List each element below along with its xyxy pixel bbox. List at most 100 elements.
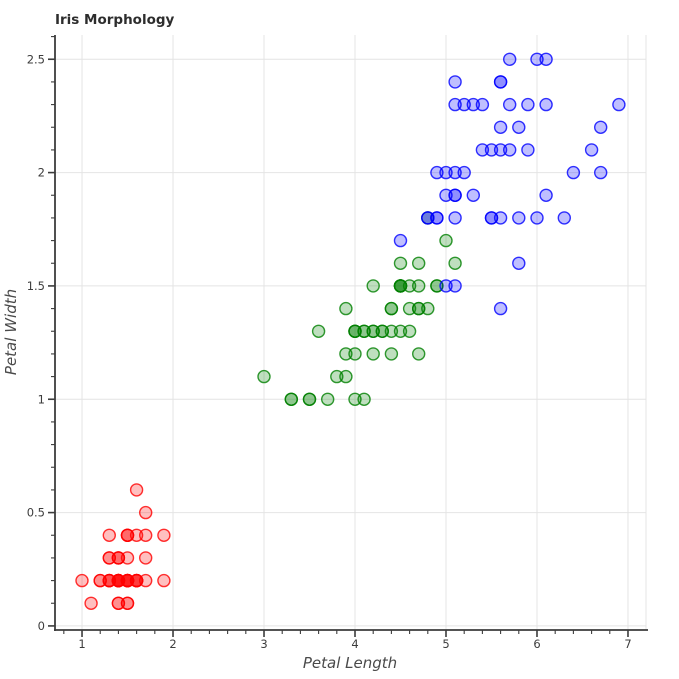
data-point-green bbox=[311, 324, 326, 338]
data-point-green bbox=[284, 392, 298, 406]
data-point-blue bbox=[530, 52, 544, 66]
data-point-blue bbox=[584, 143, 599, 157]
data-point-blue bbox=[612, 97, 626, 112]
data-point-blue bbox=[421, 211, 435, 225]
data-point-red bbox=[120, 551, 135, 565]
data-point-blue bbox=[466, 97, 480, 112]
data-point-blue bbox=[484, 143, 499, 157]
data-point-blue bbox=[457, 165, 471, 180]
data-point-red bbox=[157, 573, 171, 588]
data-point-green bbox=[366, 279, 380, 293]
data-point-blue bbox=[493, 120, 508, 135]
data-point-red bbox=[111, 551, 126, 565]
data-point-red bbox=[157, 528, 171, 542]
data-point-red bbox=[102, 528, 117, 542]
data-point-blue bbox=[594, 120, 608, 135]
data-point-blue bbox=[484, 211, 499, 225]
data-point-blue bbox=[448, 97, 462, 112]
data-point-red bbox=[138, 528, 153, 542]
data-point-red bbox=[120, 528, 135, 542]
y-axis-label: Petal Width bbox=[2, 289, 20, 375]
x-tick-label: 5 bbox=[442, 637, 449, 651]
x-axis-label: Petal Length bbox=[303, 654, 397, 672]
data-point-green bbox=[393, 324, 408, 338]
data-point-blue bbox=[439, 279, 453, 293]
data-point-green bbox=[412, 256, 426, 270]
data-point-green bbox=[357, 324, 371, 338]
data-point-blue bbox=[521, 97, 535, 112]
data-point-blue bbox=[503, 97, 517, 112]
x-tick-label: 2 bbox=[169, 637, 176, 651]
data-point-blue bbox=[475, 97, 490, 112]
data-point-green bbox=[439, 233, 453, 248]
data-point-red bbox=[75, 573, 89, 588]
data-point-red bbox=[111, 596, 126, 610]
y-tick-label: 1 bbox=[38, 392, 45, 406]
data-point-blue bbox=[594, 165, 608, 180]
data-point-green bbox=[430, 279, 444, 293]
data-point-green bbox=[402, 324, 417, 338]
data-point-blue bbox=[448, 188, 462, 203]
data-point-blue bbox=[530, 211, 544, 225]
data-point-green bbox=[348, 347, 362, 361]
data-point-red bbox=[129, 483, 144, 497]
data-point-green bbox=[302, 392, 317, 406]
data-point-red bbox=[138, 573, 153, 588]
data-point-blue bbox=[439, 188, 453, 203]
y-tick-label: 1.5 bbox=[27, 279, 45, 293]
data-point-blue bbox=[448, 279, 462, 293]
data-point-green bbox=[348, 324, 362, 338]
data-point-blue bbox=[475, 143, 490, 157]
data-point-blue bbox=[539, 97, 553, 112]
data-point-red bbox=[111, 573, 126, 588]
data-point-red bbox=[93, 573, 107, 588]
data-point-green bbox=[412, 279, 426, 293]
x-tick-label: 6 bbox=[533, 637, 540, 651]
data-point-green bbox=[412, 347, 426, 361]
data-point-green bbox=[384, 301, 399, 316]
y-tick-label: 2 bbox=[38, 166, 45, 180]
data-point-blue bbox=[512, 256, 526, 270]
data-point-red bbox=[129, 528, 144, 542]
data-point-blue bbox=[448, 211, 462, 225]
data-point-blue bbox=[566, 165, 581, 180]
data-point-red bbox=[102, 573, 117, 588]
data-point-blue bbox=[439, 165, 453, 180]
data-point-green bbox=[357, 392, 371, 406]
data-point-green bbox=[402, 279, 417, 293]
data-point-blue bbox=[393, 233, 408, 248]
data-point-blue bbox=[503, 143, 517, 157]
data-point-red bbox=[120, 596, 135, 610]
data-point-red bbox=[120, 573, 135, 588]
data-point-blue bbox=[448, 165, 462, 180]
data-point-blue bbox=[539, 52, 553, 66]
data-point-red bbox=[129, 573, 144, 588]
data-point-green bbox=[257, 369, 271, 384]
data-point-blue bbox=[493, 75, 508, 89]
data-point-green bbox=[366, 347, 380, 361]
x-tick-label: 1 bbox=[78, 637, 85, 651]
data-point-blue bbox=[493, 301, 508, 316]
grid-layer bbox=[55, 35, 647, 630]
data-point-green bbox=[330, 369, 344, 384]
data-point-red bbox=[84, 596, 98, 610]
x-tick-label: 7 bbox=[624, 637, 631, 651]
data-point-blue bbox=[557, 211, 571, 225]
x-tick-label: 3 bbox=[260, 637, 267, 651]
data-point-blue bbox=[466, 188, 480, 203]
data-point-red bbox=[138, 551, 153, 565]
data-point-green bbox=[393, 279, 408, 293]
data-point-blue bbox=[512, 211, 526, 225]
data-point-red bbox=[102, 551, 117, 565]
data-point-blue bbox=[539, 188, 553, 203]
data-point-green bbox=[321, 392, 335, 406]
data-point-red bbox=[138, 505, 153, 520]
data-point-green bbox=[339, 369, 353, 384]
data-point-green bbox=[348, 392, 362, 406]
data-point-blue bbox=[521, 143, 535, 157]
data-point-green bbox=[393, 256, 408, 270]
points-layer bbox=[75, 52, 626, 610]
x-tick-label: 4 bbox=[351, 637, 358, 651]
